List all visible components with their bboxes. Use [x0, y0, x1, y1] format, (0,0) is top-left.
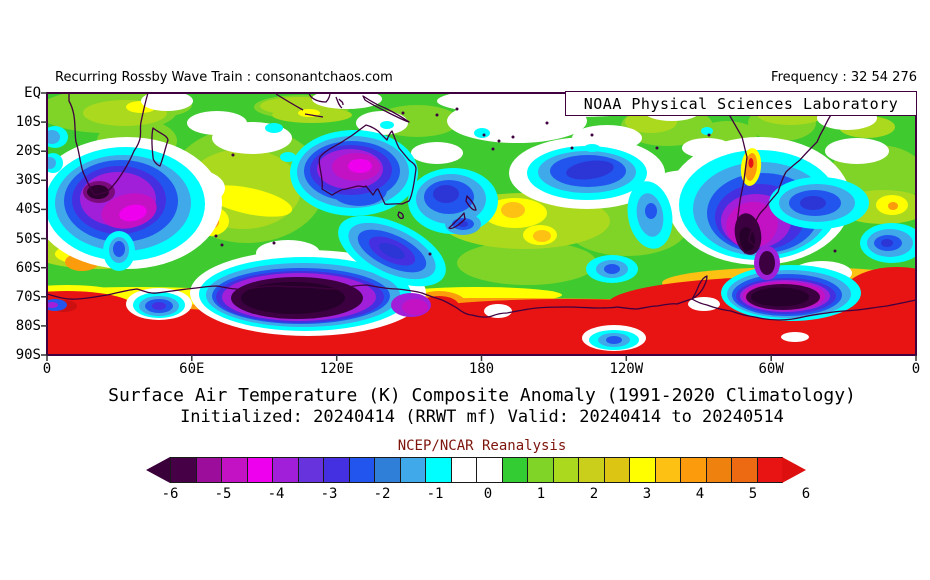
noaa-psl-box: NOAA Physical Sciences Laboratory — [565, 91, 917, 116]
plot-header-left: Recurring Rossby Wave Train : consonantc… — [55, 70, 393, 85]
colorbar-cell-14 — [527, 457, 554, 483]
colorbar-cell-22 — [731, 457, 758, 483]
colorbar-cell-13 — [501, 457, 528, 483]
lat-label-20S: 20S — [15, 143, 41, 160]
lon-label-6-0: 0 — [911, 361, 921, 377]
colorbar-tick--2: -2 — [373, 486, 391, 502]
colorbar-tick--6: -6 — [161, 486, 179, 502]
colorbar-tick--1: -1 — [426, 486, 444, 502]
frequency-label: Frequency : 32 54 276 — [771, 70, 917, 85]
colorbar-cell-4 — [272, 457, 299, 483]
colorbar-tick-3: 3 — [642, 486, 652, 502]
colorbar-cell-17 — [603, 457, 630, 483]
anomaly-field — [47, 93, 916, 355]
lon-label-4-120W: 120W — [609, 361, 644, 377]
data-source-label: NCEP/NCAR Reanalysis — [397, 438, 567, 454]
coastlines — [47, 93, 916, 321]
colorbar-tick-1: 1 — [536, 486, 546, 502]
anomaly-map — [41, 92, 917, 361]
plot-title: Surface Air Temperature (K) Composite An… — [108, 385, 856, 406]
colorbar-tick-2: 2 — [589, 486, 599, 502]
colorbar-cell-21 — [705, 457, 732, 483]
colorbar-cell-20 — [680, 457, 707, 483]
lon-label-1-60E: 60E — [179, 361, 205, 377]
colorbar-tick-0: 0 — [483, 486, 493, 502]
colorbar-cell-5 — [297, 457, 324, 483]
lat-label-50S: 50S — [15, 230, 41, 247]
colorbar-tick-4: 4 — [695, 486, 705, 502]
lat-label-EQ: EQ — [24, 85, 41, 101]
noaa-psl-label: NOAA Physical Sciences Laboratory — [583, 94, 899, 113]
colorbar-cell-3 — [246, 457, 273, 483]
colorbar-tick--4: -4 — [267, 486, 285, 502]
colorbar-scale: -6 -5 -4 -3 -2 -1 0 1 2 3 4 5 6 — [162, 486, 811, 502]
colorbar-cell-16 — [578, 457, 605, 483]
colorbar-left-arrow — [146, 457, 170, 483]
plot-subtitle: Initialized: 20240414 (RRWT mf) Valid: 2… — [180, 407, 784, 427]
colorbar-cell-12 — [476, 457, 503, 483]
lat-label-30S: 30S — [15, 172, 41, 189]
colorbar-cell-11 — [450, 457, 477, 483]
colorbar-cell-15 — [552, 457, 579, 483]
colorbar-cell-1 — [195, 457, 222, 483]
cold-anomaly-regions — [47, 121, 916, 336]
lon-label-3-180: 180 — [468, 361, 495, 377]
colorbar-cell-8 — [374, 457, 401, 483]
lat-label-90S: 90S — [15, 346, 41, 363]
longitude-axis: 0 60E 120E 180 120W 60W 0 — [43, 361, 920, 379]
lat-label-40S: 40S — [15, 201, 41, 218]
lon-label-2-120E: 120E — [319, 361, 354, 377]
colorbar-cell-10 — [425, 457, 452, 483]
colorbar-cell-23 — [756, 457, 783, 483]
colorbar-cell-18 — [629, 457, 656, 483]
colorbar-tick--5: -5 — [214, 486, 232, 502]
lat-label-10S: 10S — [15, 114, 41, 131]
colorbar-tick-5: 5 — [748, 486, 758, 502]
lon-label-0-0: 0 — [42, 361, 52, 377]
island-dots — [214, 107, 837, 256]
colorbar-cell-2 — [221, 457, 248, 483]
colorbar-cell-6 — [323, 457, 350, 483]
lat-label-70S: 70S — [15, 288, 41, 305]
lat-label-80S: 80S — [15, 317, 41, 334]
colorbar — [146, 457, 806, 483]
lon-label-5-60W: 60W — [758, 361, 784, 377]
lat-label-60S: 60S — [15, 259, 41, 276]
colorbar-right-arrow — [782, 457, 806, 483]
colorbar-tick-6: 6 — [801, 486, 811, 502]
colorbar-cells — [170, 457, 783, 483]
colorbar-cell-7 — [348, 457, 375, 483]
colorbar-cell-9 — [399, 457, 426, 483]
colorbar-cell-0 — [170, 457, 197, 483]
axis-ticks — [41, 92, 917, 361]
colorbar-tick--3: -3 — [320, 486, 338, 502]
colorbar-cell-19 — [654, 457, 681, 483]
latitude-axis: EQ 10S 20S 30S 40S 50S 60S 70S 80S 90S — [0, 85, 41, 363]
